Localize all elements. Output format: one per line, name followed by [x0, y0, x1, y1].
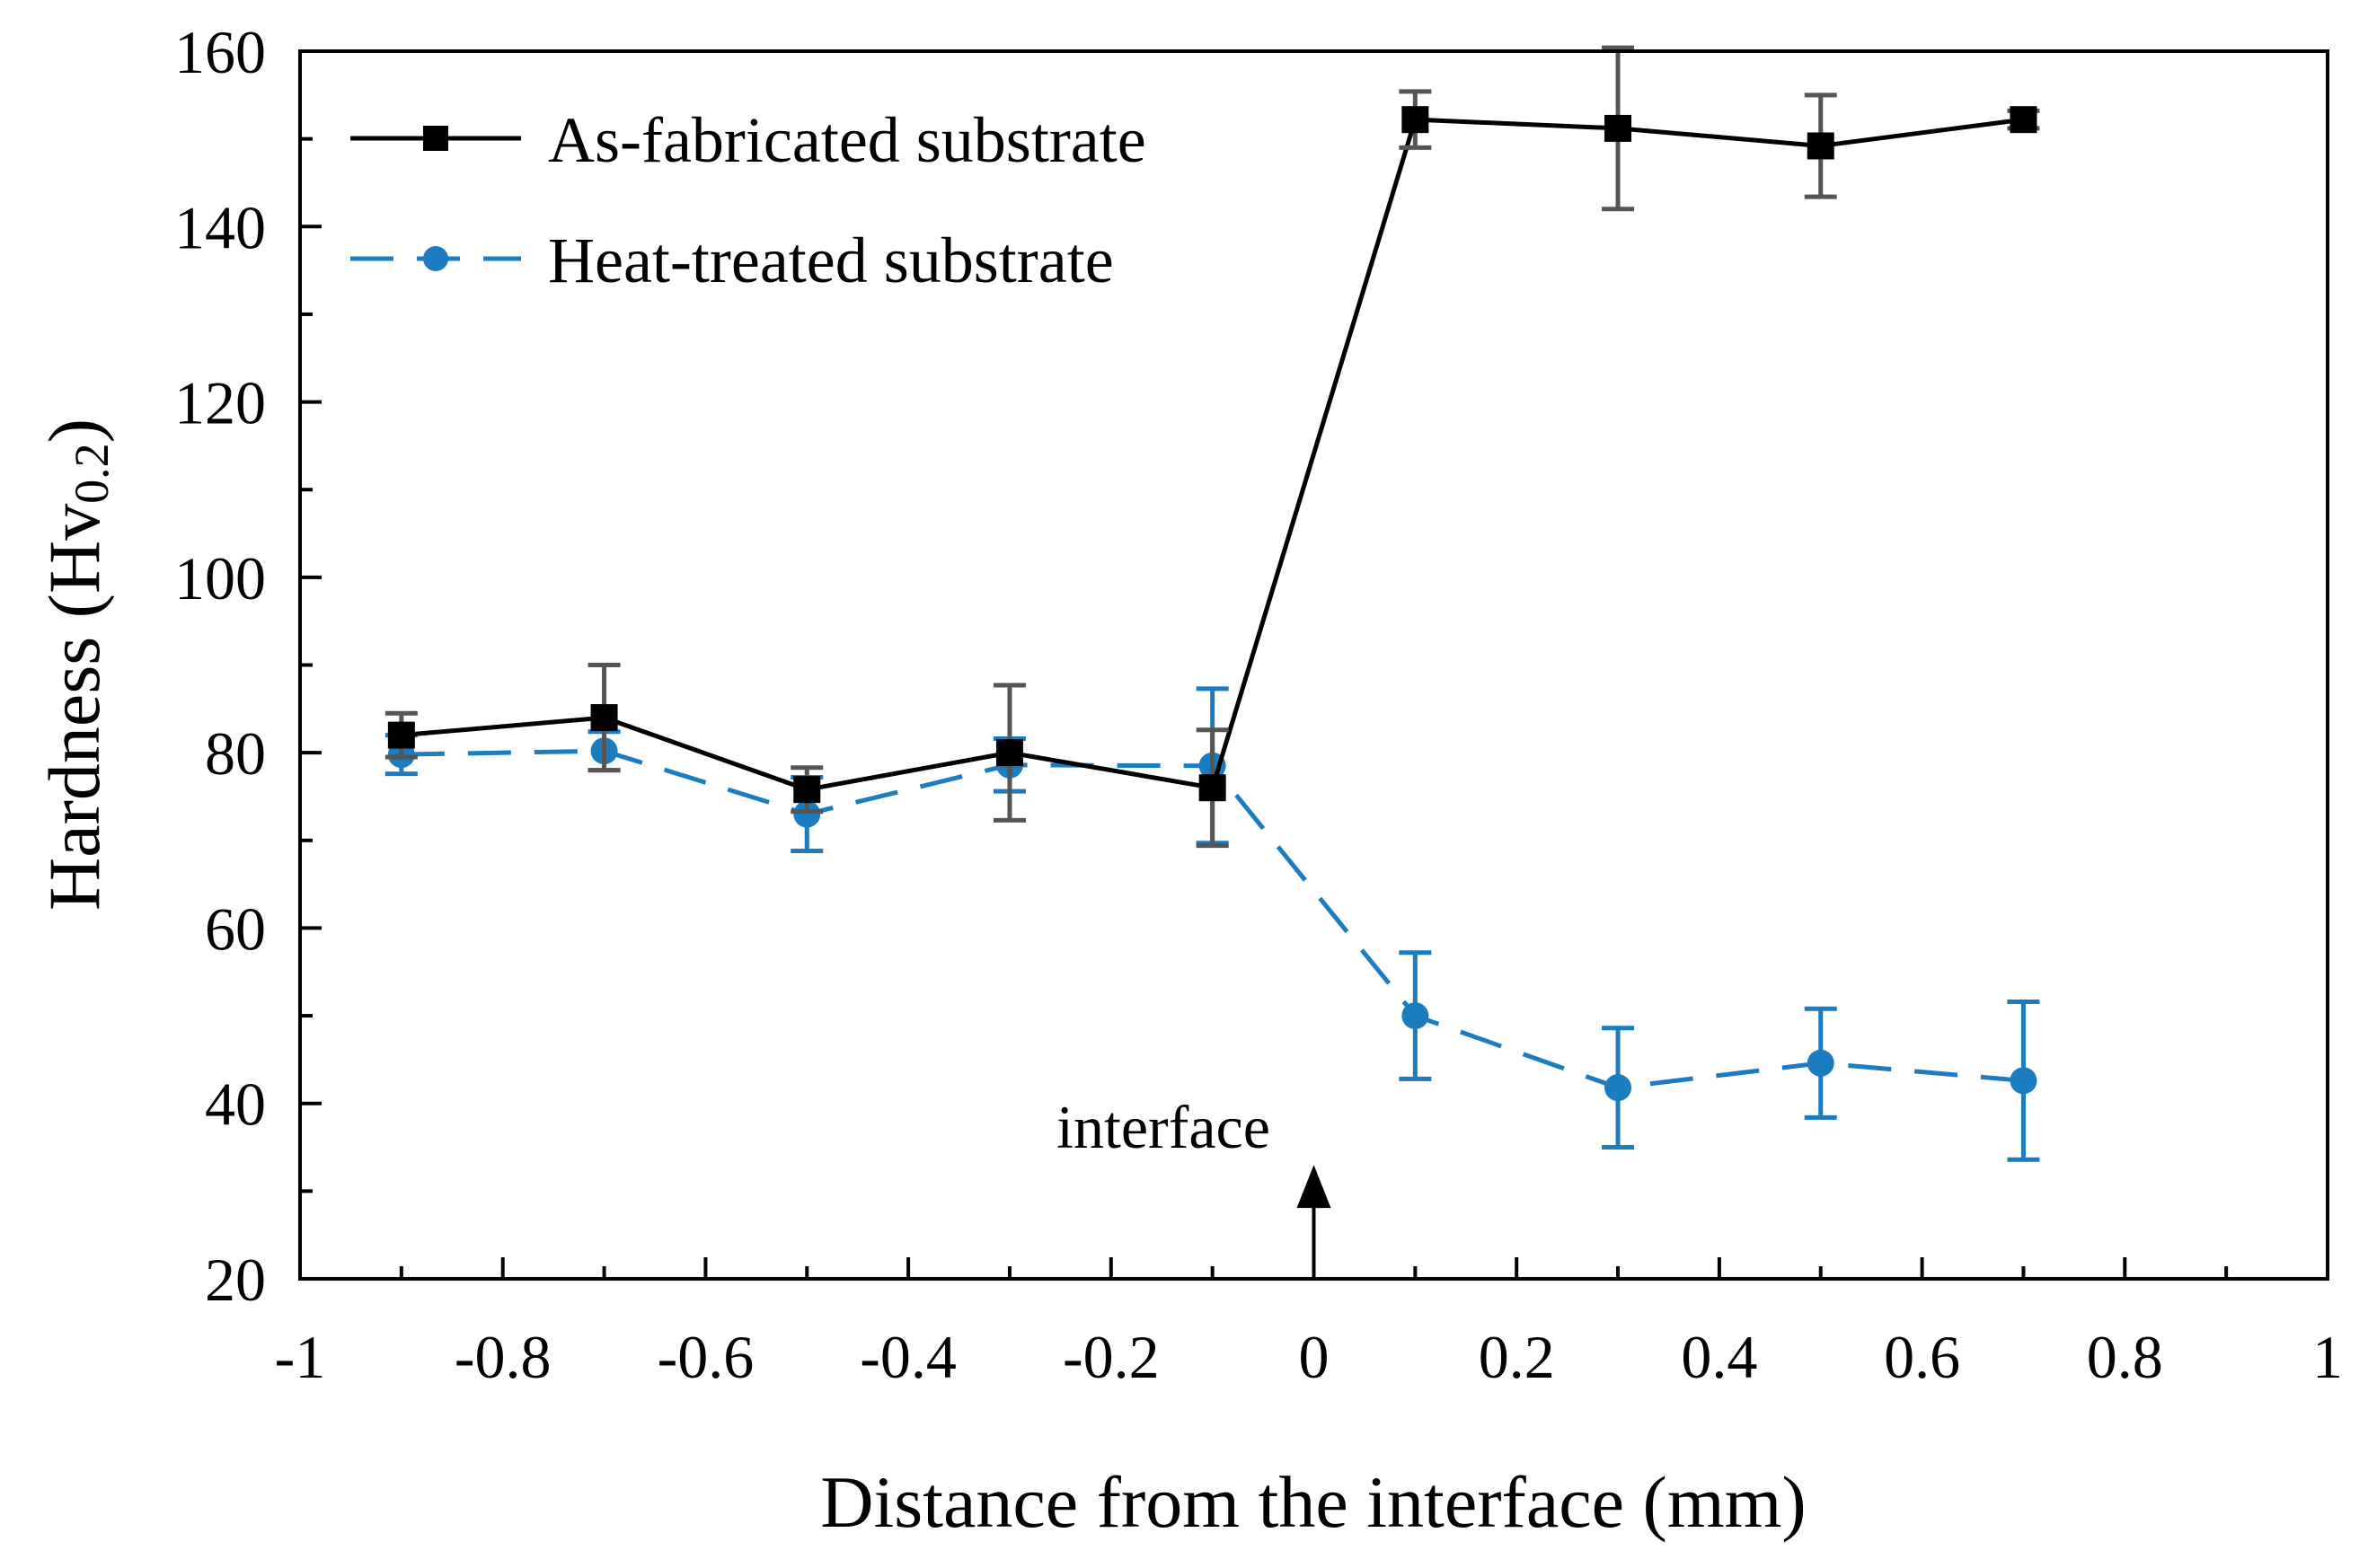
data-point-square: [1401, 106, 1429, 134]
legend-label-heat-treated: Heat-treated substrate: [548, 225, 1114, 296]
series-layer: [384, 45, 2040, 1162]
legend-entry-heat-treated: Heat-treated substrate: [350, 225, 1114, 296]
x-tick-label: 1: [2312, 1323, 2343, 1391]
legend-entry-as-fabricated: As-fabricated substrate: [350, 104, 1146, 176]
data-point-square: [1807, 132, 1834, 160]
legend-marker-square: [423, 126, 448, 151]
x-tick-label: -0.4: [860, 1323, 957, 1391]
data-point-square: [1198, 774, 1226, 802]
x-tick-label: -0.2: [1063, 1323, 1160, 1391]
data-point-circle: [1401, 1002, 1429, 1030]
legend-label-as-fabricated: As-fabricated substrate: [548, 104, 1146, 176]
y-tick-label: 100: [174, 544, 266, 612]
data-point-square: [793, 776, 821, 804]
interface-label: interface: [1056, 1093, 1270, 1161]
y-tick-label: 160: [174, 18, 266, 86]
y-tick-label: 120: [174, 369, 266, 437]
x-tick-label: -1: [275, 1323, 326, 1391]
x-tick-label: 0.2: [1479, 1323, 1555, 1391]
data-point-square: [590, 704, 618, 732]
data-point-circle: [1604, 1074, 1632, 1102]
x-axis-title: Distance from the interface (mm): [820, 1461, 1806, 1543]
data-point-square: [2010, 106, 2037, 134]
y-tick-labels: 20 40 60 80 100 120 140 160: [174, 18, 266, 1314]
x-tick-label: 0.8: [2087, 1323, 2163, 1391]
data-point-circle: [793, 800, 821, 828]
y-tick-label: 80: [205, 719, 266, 788]
y-axis-title: Hardness (Hv0.2): [33, 418, 119, 911]
x-tick-label: 0: [1299, 1323, 1330, 1391]
x-tick-label: -0.8: [455, 1323, 552, 1391]
data-point-circle: [2010, 1067, 2037, 1095]
data-point-circle: [1807, 1049, 1834, 1077]
data-point-square: [1604, 114, 1632, 142]
x-tick-label: 0.6: [1884, 1323, 1960, 1391]
y-tick-label: 20: [205, 1246, 266, 1314]
x-tick-labels: -1 -0.8 -0.6 -0.4 -0.2 0 0.2 0.4 0.6 0.8 1: [275, 1323, 2343, 1391]
y-tick-label: 40: [205, 1070, 266, 1139]
interface-arrow-head: [1296, 1165, 1331, 1209]
x-tick-label: 0.4: [1681, 1323, 1757, 1391]
legend: As-fabricated substrate Heat-treated sub…: [350, 104, 1146, 296]
legend-marker-circle: [423, 246, 448, 271]
data-point-square: [995, 739, 1023, 767]
y-tick-label: 140: [174, 193, 266, 261]
data-point-square: [387, 721, 415, 749]
series-as-fabricated: [384, 45, 2040, 849]
y-tick-label: 60: [205, 894, 266, 963]
interface-annotation: interface: [1056, 1093, 1331, 1279]
x-tick-label: -0.6: [658, 1323, 755, 1391]
